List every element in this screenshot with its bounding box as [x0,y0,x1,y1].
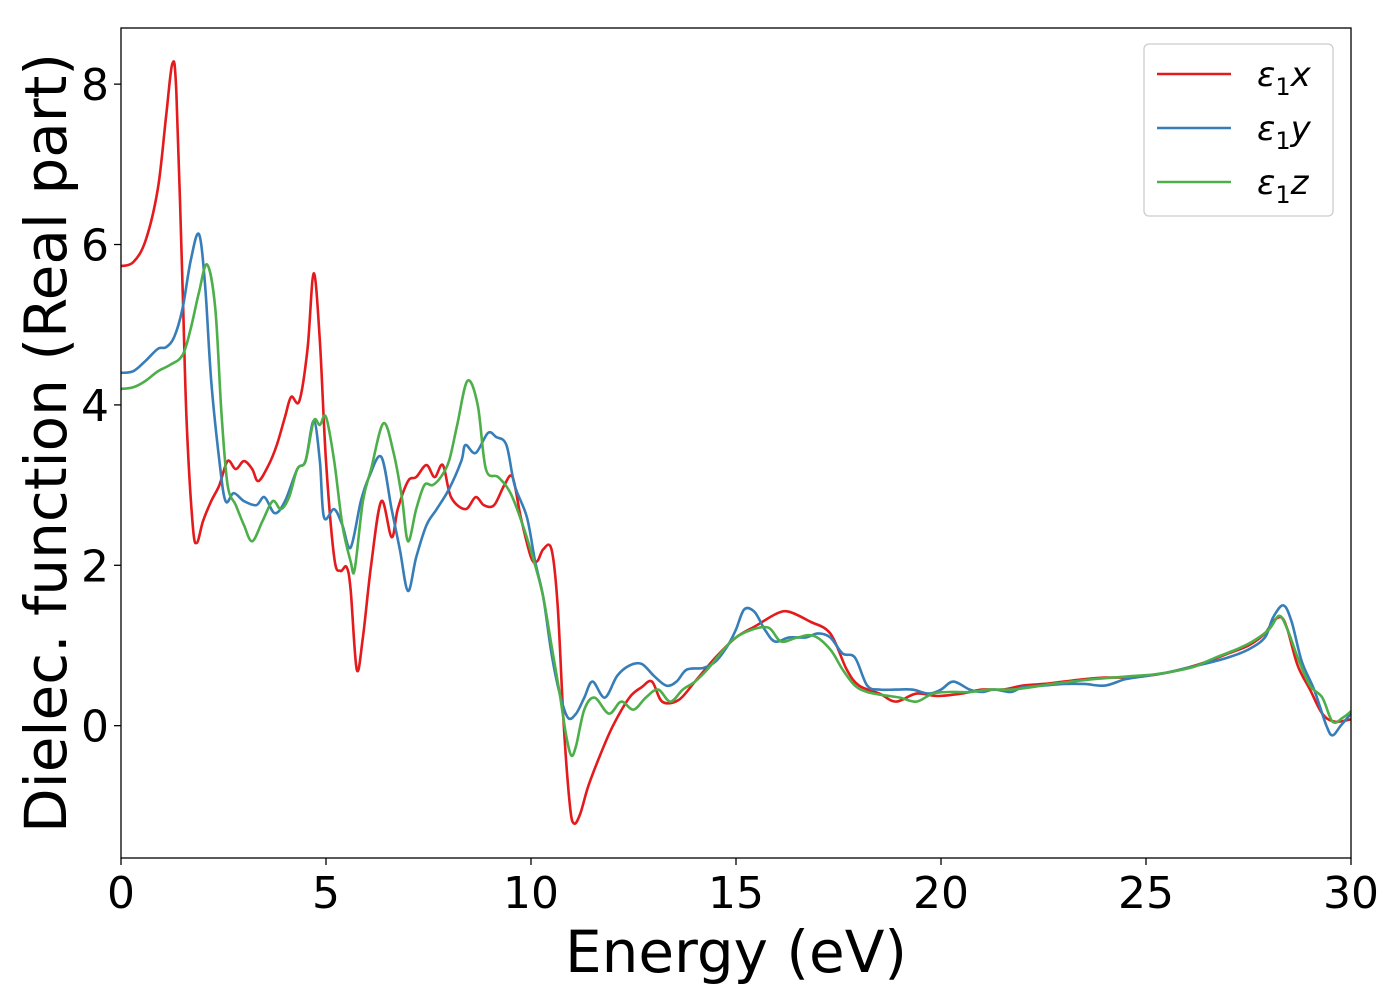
legend-label-x: ε1x [1257,55,1312,101]
y-tick-label: 0 [81,702,109,753]
series-layer [121,60,1351,826]
x-axis-ticks: 0 5 10 15 20 25 30 [107,858,1379,919]
x-tick-label: 30 [1323,868,1379,919]
x-tick-label: 20 [913,868,969,919]
x-tick-label: 0 [107,868,135,919]
legend: ε1x ε1y ε1z [1143,43,1334,217]
y-tick-label: 2 [81,541,109,592]
y-tick-label: 4 [81,381,109,432]
series-line-z [121,263,1351,758]
x-axis-label: Energy (eV) [565,918,907,986]
y-axis-label: Dielec. function (Real part) [12,53,80,833]
y-axis-ticks: 0 2 4 6 8 [81,60,121,753]
legend-box [1143,43,1334,217]
legend-label-y: ε1y [1257,109,1312,155]
x-tick-label: 5 [312,868,340,919]
x-tick-label: 15 [708,868,764,919]
y-tick-label: 6 [81,221,109,272]
y-tick-label: 8 [81,60,109,111]
x-tick-label: 10 [503,868,559,919]
legend-label-z: ε1z [1257,163,1310,209]
x-tick-label: 25 [1118,868,1174,919]
